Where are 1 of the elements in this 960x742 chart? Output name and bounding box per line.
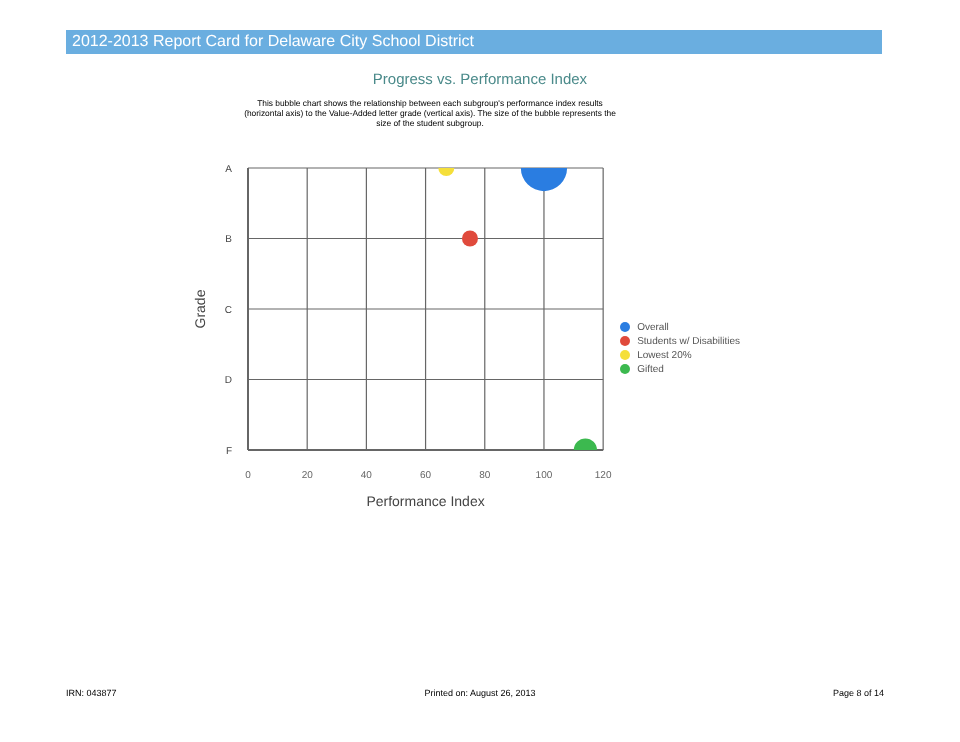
text: 2012-2013 Report Card for Delaware City School District <box>66 30 882 54</box>
